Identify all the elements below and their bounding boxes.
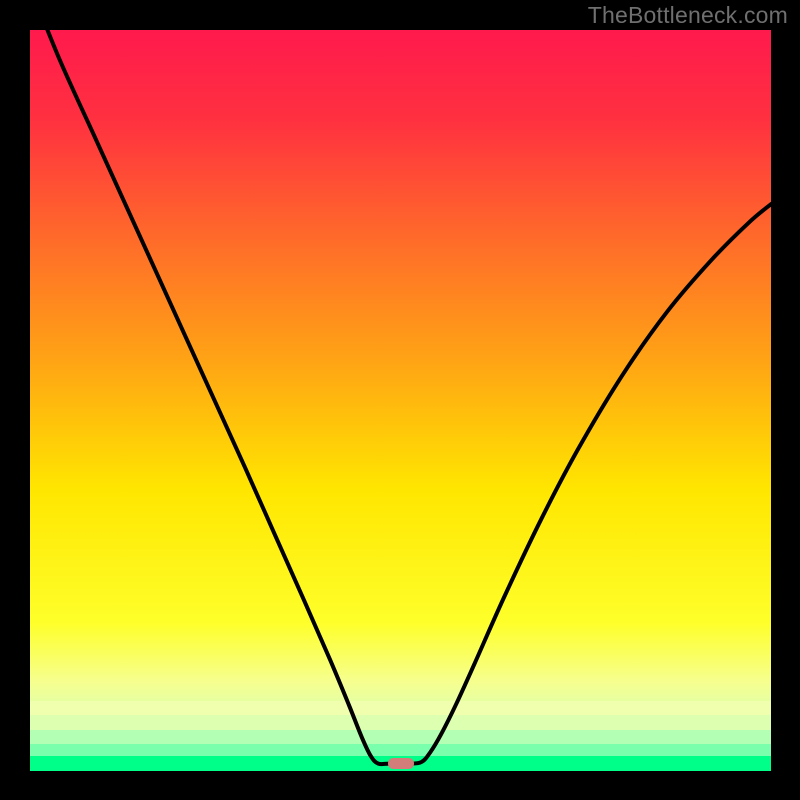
valley-marker	[388, 758, 414, 769]
gradient-band	[30, 730, 771, 743]
watermark-label: TheBottleneck.com	[588, 2, 788, 29]
plot-area	[30, 30, 771, 771]
bottleneck-curve	[30, 30, 771, 771]
gradient-band	[30, 744, 771, 757]
chart-frame: TheBottleneck.com	[0, 0, 800, 800]
gradient-band	[30, 701, 771, 716]
curve-path	[30, 30, 771, 764]
gradient-band	[30, 715, 771, 730]
